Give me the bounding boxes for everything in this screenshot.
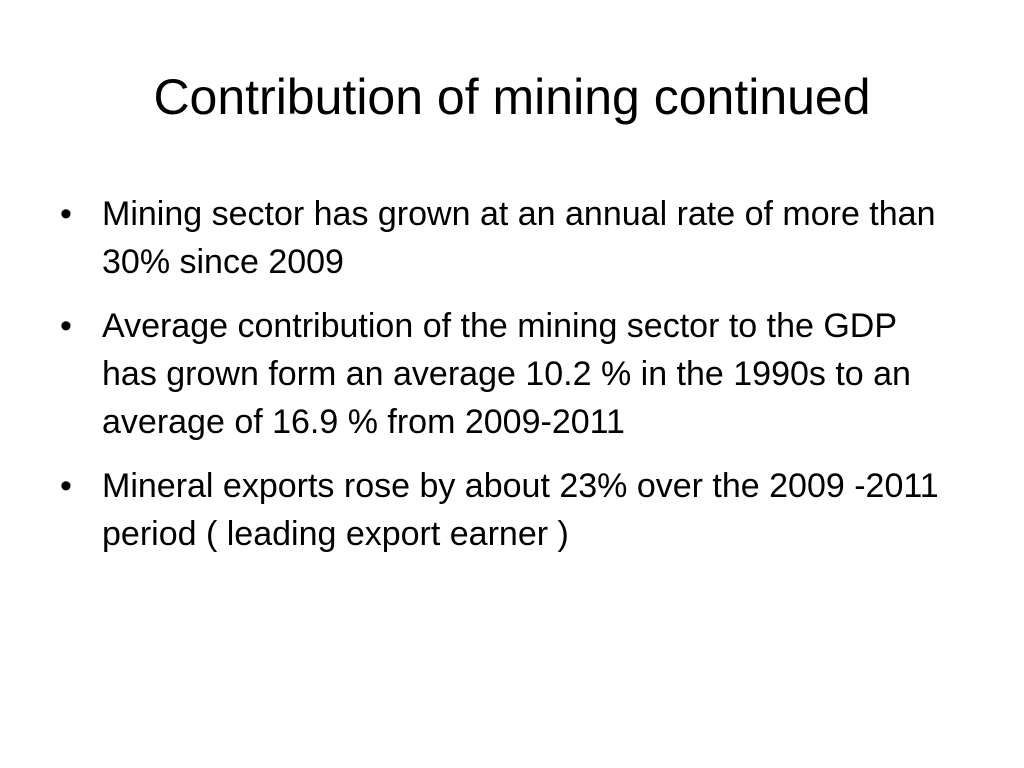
bullet-icon: • — [60, 195, 72, 233]
bullet-text: Mining sector has grown at an annual rat… — [102, 195, 936, 281]
bullet-text: Mineral exports rose by about 23% over t… — [102, 467, 939, 553]
list-item: • Mineral exports rose by about 23% over… — [58, 462, 958, 558]
list-item: • Average contribution of the mining sec… — [58, 302, 958, 446]
bullet-icon: • — [60, 307, 72, 345]
bullet-icon: • — [60, 467, 72, 505]
slide-title: Contribution of mining continued — [153, 69, 871, 125]
list-item: • Mining sector has grown at an annual r… — [58, 190, 958, 286]
bullet-list: • Mining sector has grown at an annual r… — [58, 190, 958, 574]
bullet-text: Average contribution of the mining secto… — [102, 307, 911, 441]
